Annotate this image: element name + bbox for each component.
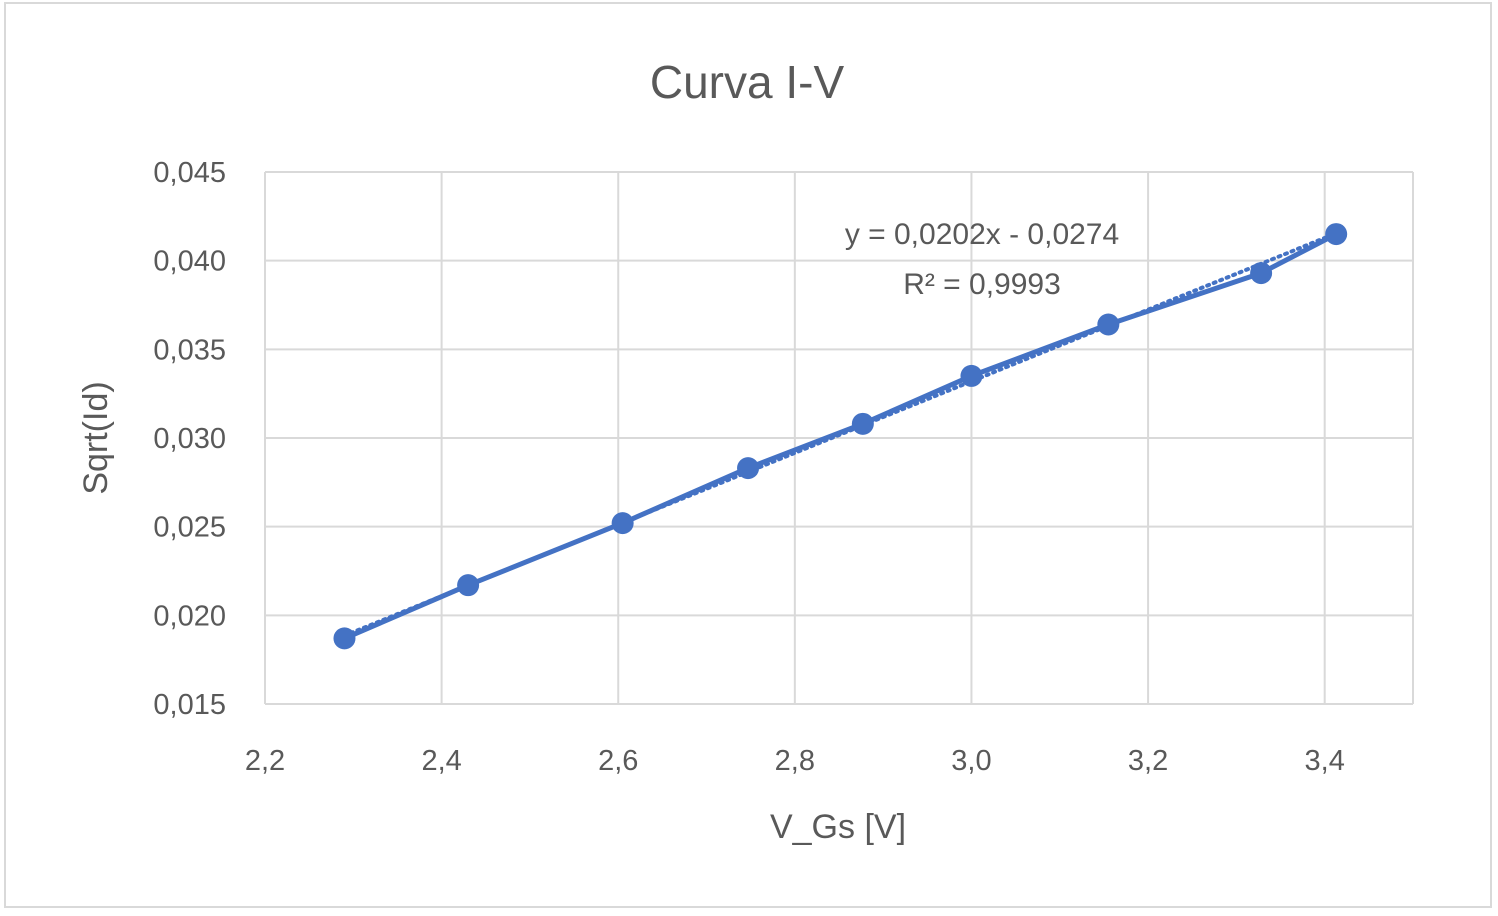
y-tick-label: 0,015 [153,689,226,721]
x-tick-label: 3,4 [1305,745,1345,777]
x-axis-ticks: 2,2 2,4 2,6 2,8 3,0 3,2 3,4 [245,745,1345,777]
data-point [333,627,356,650]
y-axis-label: Sqrt(Id) [77,381,115,494]
y-tick-label: 0,030 [153,423,226,455]
y-tick-label: 0,035 [153,334,226,366]
data-point [737,457,760,480]
data-point [1097,313,1120,336]
data-point [611,512,634,535]
trendline-equation: y = 0,0202x - 0,0274 [845,218,1119,251]
x-axis-label: V_Gs [V] [770,808,906,846]
data-point [457,574,480,597]
data-series [333,223,1348,650]
y-tick-label: 0,045 [153,157,226,189]
data-point [960,364,983,387]
x-tick-label: 3,2 [1128,745,1168,777]
data-point [1325,223,1348,246]
x-tick-label: 2,2 [245,745,285,777]
x-tick-label: 2,6 [598,745,638,777]
x-tick-label: 3,0 [951,745,991,777]
x-tick-label: 2,4 [421,745,461,777]
y-axis-ticks: 0,015 0,020 0,025 0,030 0,035 0,040 0,045 [153,157,226,721]
x-tick-label: 2,8 [775,745,815,777]
chart-frame [4,2,1492,908]
y-tick-label: 0,040 [153,246,226,278]
trendline-r-squared: R² = 0,9993 [903,268,1061,301]
chart-title: Curva I-V [650,56,845,108]
gridlines [264,171,1414,705]
y-tick-label: 0,025 [153,512,226,544]
data-point [851,412,874,435]
data-point [1250,262,1273,285]
y-tick-label: 0,020 [153,600,226,632]
